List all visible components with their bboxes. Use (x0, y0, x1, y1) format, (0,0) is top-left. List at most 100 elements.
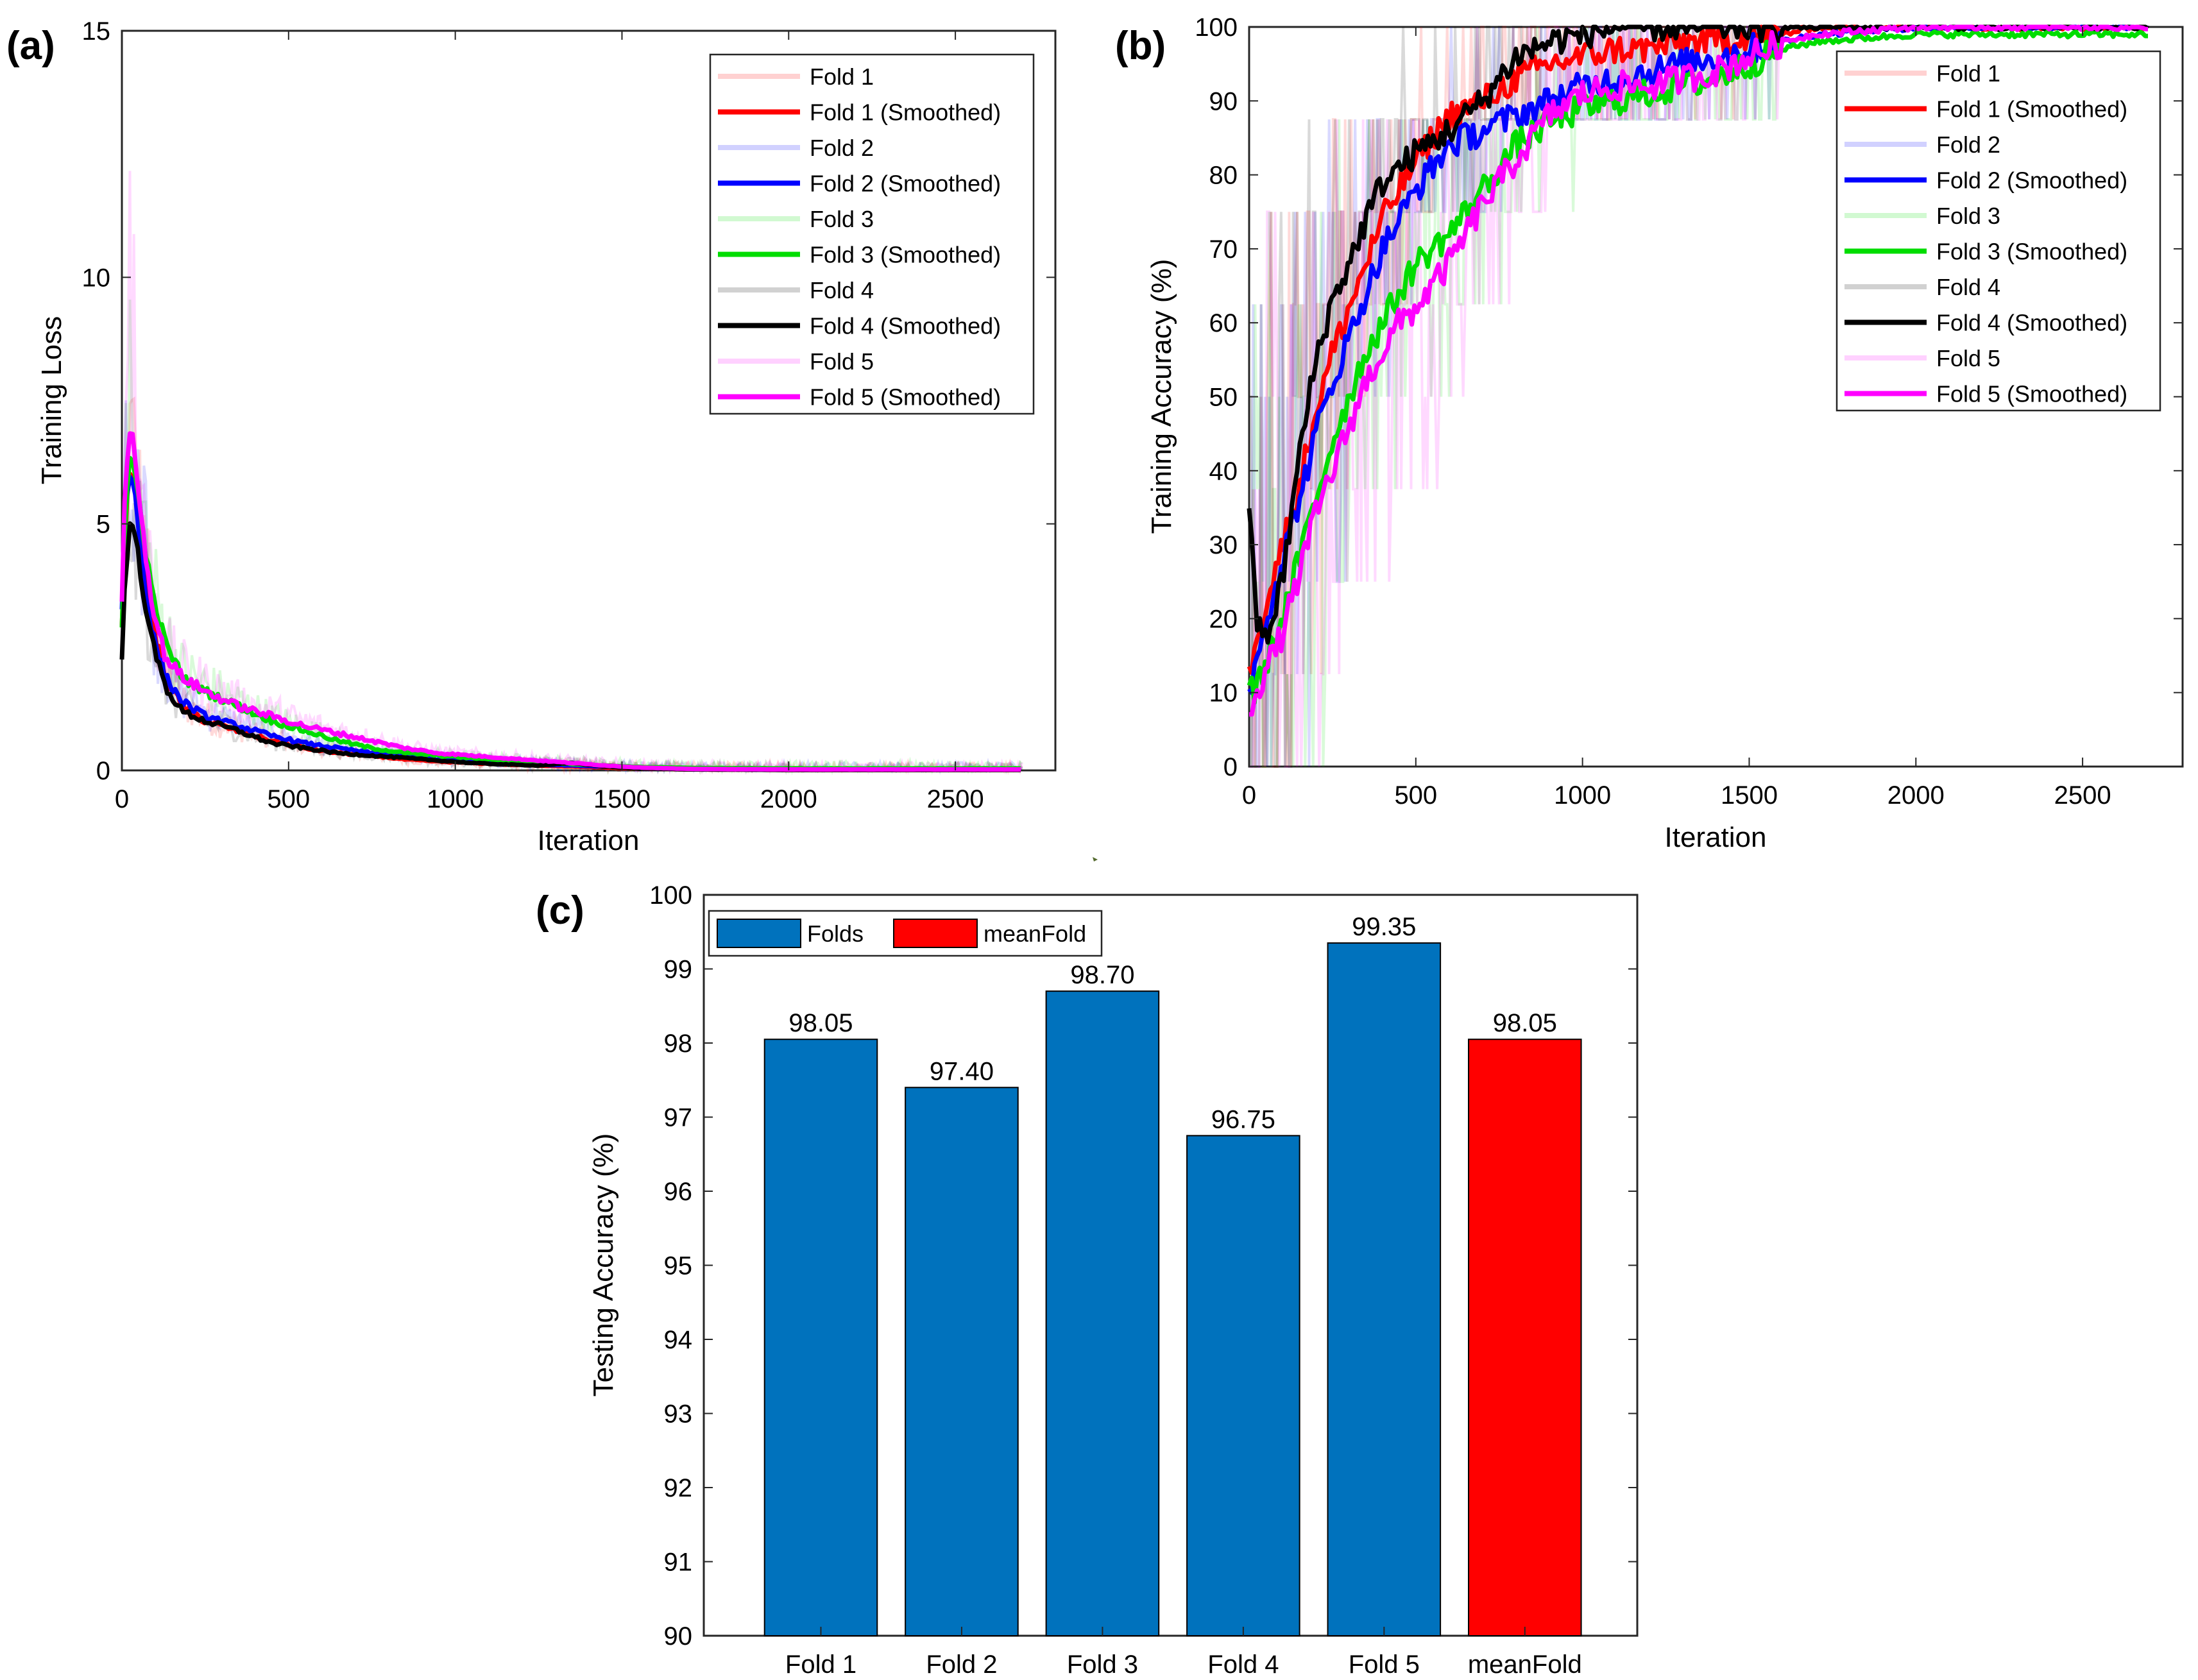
legend-label-fold-3: Fold 3 (1936, 203, 2000, 229)
y-tick-label: 97 (664, 1104, 693, 1132)
bar-fold-1 (763, 1039, 878, 1636)
y-tick-label: 20 (1209, 605, 1238, 633)
panel-c-bars: 98.05 97.40 98.70 96.75 99.35 98.05 (763, 913, 1582, 1637)
panel-b-training-accuracy: (b) 0 500 1000 1500 2000 2500 0 10 20 30 40 50 60 70 8… (1115, 13, 2184, 853)
y-tick-label: 0 (1223, 753, 1238, 781)
x-tick-label: 0 (115, 785, 129, 813)
y-tick-label: 30 (1209, 531, 1238, 559)
smoothed-line-fold-5 (119, 431, 1021, 772)
legend-label-fold-2-smoothed: Fold 2 (Smoothed) (1936, 167, 2127, 194)
legend-label-fold-4-smoothed: Fold 4 (Smoothed) (810, 313, 1001, 339)
y-tick-label: 50 (1209, 384, 1238, 412)
x-tick-label: 1500 (593, 785, 651, 813)
x-tick-label-fold-4: Fold 4 (1207, 1650, 1279, 1679)
y-tick-label: 40 (1209, 457, 1238, 486)
y-tick-label: 95 (664, 1252, 693, 1280)
x-tick-label-fold-2: Fold 2 (926, 1650, 997, 1679)
x-tick-label: 2500 (927, 785, 984, 813)
legend-label-fold-4: Fold 4 (1936, 274, 2000, 300)
y-tick-label: 0 (96, 757, 110, 785)
legend-label-fold-5: Fold 5 (810, 348, 874, 375)
panel-b-x-axis-title: Iteration (1665, 822, 1767, 853)
legend-swatch-folds (717, 919, 801, 948)
legend-label-fold-4: Fold 4 (810, 277, 874, 303)
bar-fold-2 (905, 1087, 1019, 1637)
y-tick-label: 92 (664, 1474, 693, 1502)
y-tick-label: 100 (1195, 13, 1238, 42)
panel-a-legend: Fold 1 Fold 1 (Smoothed) Fold 2 Fold 2 (Smo… (709, 53, 1035, 415)
panel-b-series-lines (1247, 24, 2149, 768)
bar-value-label-fold-2: 97.40 (930, 1057, 994, 1085)
y-tick-label: 80 (1209, 162, 1238, 190)
y-tick-label: 96 (664, 1178, 693, 1206)
panel-b-y-axis-title: Training Accuracy (%) (1146, 259, 1177, 534)
legend-label-fold-3-smoothed: Fold 3 (Smoothed) (1936, 239, 2127, 265)
x-tick-label: 1500 (1721, 781, 1778, 810)
x-tick-label-fold-5: Fold 5 (1349, 1650, 1420, 1679)
legend-label-fold-1: Fold 1 (810, 64, 874, 90)
panel-a-training-loss: (a) 0 500 1000 1500 2000 2500 0 5 10 15 Iteration… (6, 17, 1057, 856)
legend-label-fold-5: Fold 5 (1936, 345, 2000, 371)
bar-fold-5 (1327, 942, 1442, 1636)
legend-label-meanfold: meanFold (984, 921, 1086, 947)
smoothed-line-fold-5 (1248, 24, 2149, 717)
y-tick-label: 90 (1209, 87, 1238, 115)
legend-label-fold-1-smoothed: Fold 1 (Smoothed) (810, 99, 1001, 126)
panel-c-label: (c) (536, 888, 584, 933)
y-tick-label: 70 (1209, 235, 1238, 264)
panel-c-testing-accuracy: (c) 98.05 97.40 98.70 96.75 99.35 98.05 Fold … (536, 881, 1639, 1679)
legend-label-fold-1: Fold 1 (1936, 60, 2000, 87)
bar-value-label-fold-5: 99.35 (1352, 913, 1416, 941)
stray-mark (1093, 857, 1098, 861)
panel-a-ticks: 0 500 1000 1500 2000 2500 0 5 10 15 (82, 17, 1055, 813)
legend-label-fold-3: Fold 3 (810, 206, 874, 232)
panel-c-legend: Folds meanFold (708, 910, 1103, 957)
bar-fold-3 (1045, 990, 1160, 1636)
smoothed-line-fold-3 (1247, 29, 2148, 705)
x-tick-label: 500 (267, 785, 310, 813)
bar-meanfold (1468, 1039, 1582, 1636)
legend-label-fold-3-smoothed: Fold 3 (Smoothed) (810, 242, 1001, 268)
x-tick-label-meanfold: meanFold (1468, 1650, 1582, 1679)
x-tick-label: 500 (1394, 781, 1437, 810)
y-tick-label: 93 (664, 1400, 693, 1429)
panel-a-y-axis-title: Training Loss (36, 316, 67, 485)
legend-label-fold-2: Fold 2 (1936, 132, 2000, 158)
bar-value-label-fold-1: 98.05 (788, 1009, 853, 1037)
legend-label-folds: Folds (807, 921, 864, 947)
panel-c-y-axis-title: Testing Accuracy (%) (588, 1133, 619, 1397)
panel-a-legend-items: Fold 1 Fold 1 (Smoothed) Fold 2 Fold 2 (Smo… (718, 64, 1001, 411)
x-tick-label: 2500 (2054, 781, 2111, 810)
y-tick-label: 60 (1209, 309, 1238, 337)
y-tick-label: 94 (664, 1326, 693, 1354)
bar-value-label-meanfold: 98.05 (1493, 1009, 1557, 1037)
bar-fold-4 (1186, 1135, 1300, 1636)
x-tick-label-fold-1: Fold 1 (785, 1650, 856, 1679)
panel-c-ticks: Fold 1 Fold 2 Fold 3 Fold 4 Fold 5 meanFold 90… (649, 881, 1637, 1679)
legend-label-fold-1-smoothed: Fold 1 (Smoothed) (1936, 96, 2127, 123)
y-tick-label: 15 (82, 17, 111, 46)
panel-a-x-axis-title: Iteration (538, 825, 640, 856)
x-tick-label: 0 (1242, 781, 1256, 810)
x-tick-label: 1000 (1554, 781, 1611, 810)
legend-label-fold-2-smoothed: Fold 2 (Smoothed) (810, 171, 1001, 197)
panel-b-ticks: 0 500 1000 1500 2000 2500 0 10 20 30 40 50 60 70 80 90 1… (1195, 13, 2183, 810)
legend-label-fold-2: Fold 2 (810, 135, 874, 161)
y-tick-label: 90 (664, 1622, 693, 1650)
y-tick-label: 98 (664, 1030, 693, 1058)
panel-a-series-lines (119, 171, 1023, 776)
y-tick-label: 5 (96, 511, 110, 539)
y-tick-label: 100 (649, 881, 692, 910)
legend-label-fold-5-smoothed: Fold 5 (Smoothed) (1936, 381, 2127, 407)
panel-b-label: (b) (1115, 24, 1166, 68)
panel-b-legend: Fold 1 Fold 1 (Smoothed) Fold 2 Fold 2 (Smo… (1836, 50, 2161, 412)
bar-value-label-fold-4: 96.75 (1211, 1105, 1275, 1133)
y-tick-label: 99 (664, 956, 693, 984)
legend-label-fold-4-smoothed: Fold 4 (Smoothed) (1936, 310, 2127, 336)
panel-b-legend-items: Fold 1 Fold 1 (Smoothed) Fold 2 Fold 2 (Smo… (1844, 60, 2127, 407)
legend-label-fold-5-smoothed: Fold 5 (Smoothed) (810, 384, 1001, 411)
panel-a-label: (a) (6, 24, 55, 68)
x-tick-label: 2000 (760, 785, 817, 813)
x-tick-label: 2000 (1887, 781, 1945, 810)
